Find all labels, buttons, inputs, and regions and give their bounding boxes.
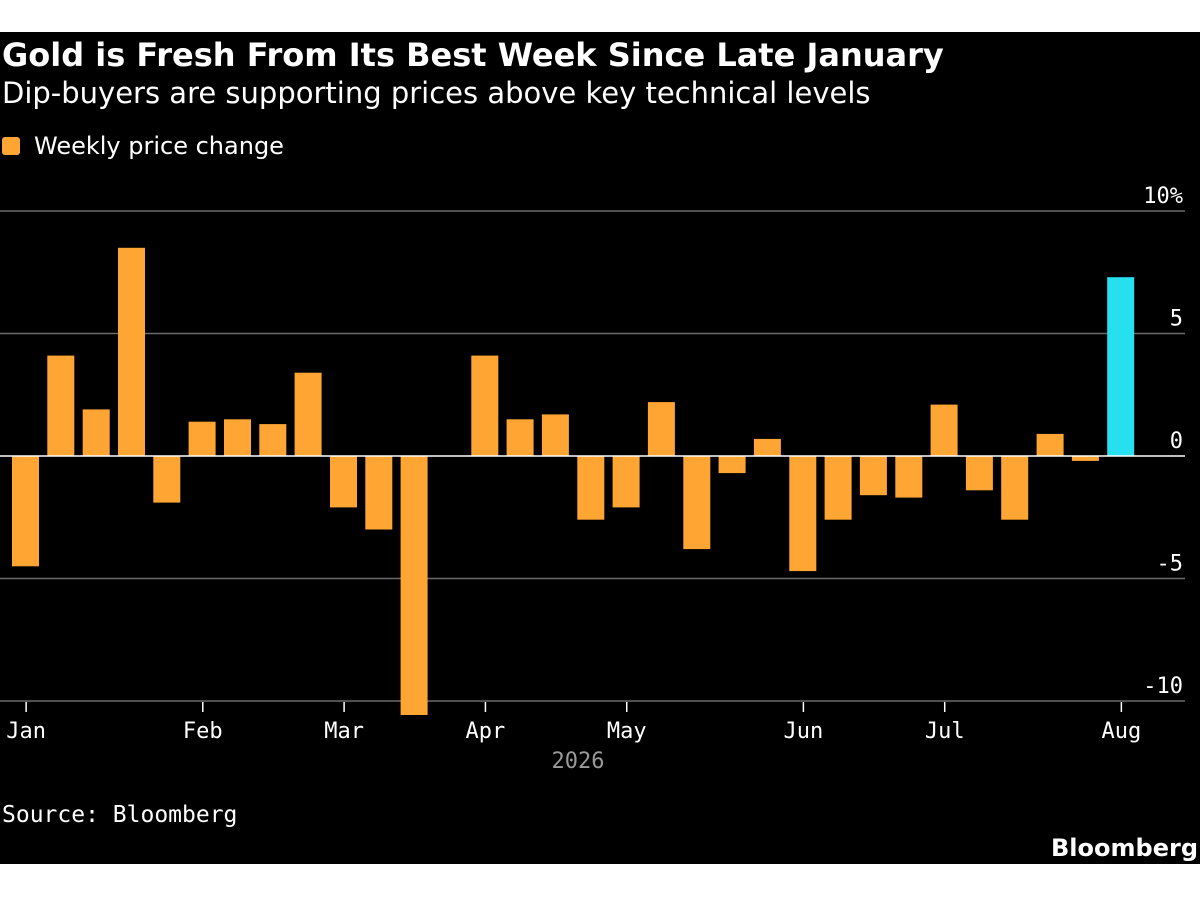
x-tick-label: Mar xyxy=(324,719,364,744)
source-note: Source: Bloomberg xyxy=(2,802,238,828)
bar xyxy=(1036,433,1064,456)
y-tick-label: 5 xyxy=(1170,307,1183,332)
bar xyxy=(47,355,75,456)
bar xyxy=(718,456,746,474)
grid-layer xyxy=(0,210,1185,702)
x-tick-label: Apr xyxy=(466,719,506,744)
x-tick-label: Jul xyxy=(925,719,965,744)
bar xyxy=(153,456,181,503)
bar xyxy=(471,355,499,456)
bar xyxy=(965,456,993,491)
bar xyxy=(259,424,287,456)
bar xyxy=(541,414,569,456)
chart-title: Gold is Fresh From Its Best Week Since L… xyxy=(2,36,944,74)
bar xyxy=(895,456,923,498)
bar xyxy=(506,419,534,457)
x-tick-label: Jan xyxy=(6,719,46,744)
bar xyxy=(753,438,781,456)
x-tick-label: Feb xyxy=(183,719,223,744)
bar xyxy=(330,456,357,508)
bar xyxy=(930,404,958,456)
bar xyxy=(647,402,675,456)
bloomberg-logo: Bloomberg xyxy=(1051,834,1198,862)
bar xyxy=(1107,277,1135,456)
bar xyxy=(612,456,640,508)
bar xyxy=(82,409,110,456)
axis-layer: 10% 5 0 -5 -10 Jan Feb Mar Apr May Jun Jul Aug 2026 xyxy=(0,184,1185,774)
bar-layer xyxy=(12,247,1135,715)
bar xyxy=(683,456,711,550)
bar xyxy=(224,419,251,457)
bar xyxy=(118,247,145,457)
bar xyxy=(400,456,428,715)
bar xyxy=(1071,456,1099,461)
chart-frame: Gold is Fresh From Its Best Week Since L… xyxy=(0,32,1200,864)
bar xyxy=(1001,456,1029,520)
legend-swatch xyxy=(2,137,20,155)
x-tick-label: Jun xyxy=(784,719,824,744)
bar xyxy=(859,456,887,496)
y-tick-label: 10% xyxy=(1143,184,1183,209)
chart-subtitle: Dip-buyers are supporting prices above k… xyxy=(2,76,871,110)
y-tick-label: 0 xyxy=(1170,429,1183,454)
x-axis-label: 2026 xyxy=(552,749,605,774)
legend-label: Weekly price change xyxy=(34,132,284,160)
legend: Weekly price change xyxy=(2,132,284,160)
x-tick-label: Aug xyxy=(1101,719,1141,744)
y-tick-label: -5 xyxy=(1157,552,1184,577)
bar xyxy=(188,421,216,456)
bar-chart: 10% 5 0 -5 -10 Jan Feb Mar Apr May Jun Jul Aug 2026 xyxy=(0,184,1185,774)
bar xyxy=(12,456,39,567)
y-tick-label: -10 xyxy=(1143,674,1183,699)
bar xyxy=(789,456,817,572)
bar xyxy=(294,372,322,456)
bar xyxy=(824,456,852,520)
bar xyxy=(577,456,605,520)
bar xyxy=(365,456,393,530)
x-tick-label: May xyxy=(607,719,647,744)
